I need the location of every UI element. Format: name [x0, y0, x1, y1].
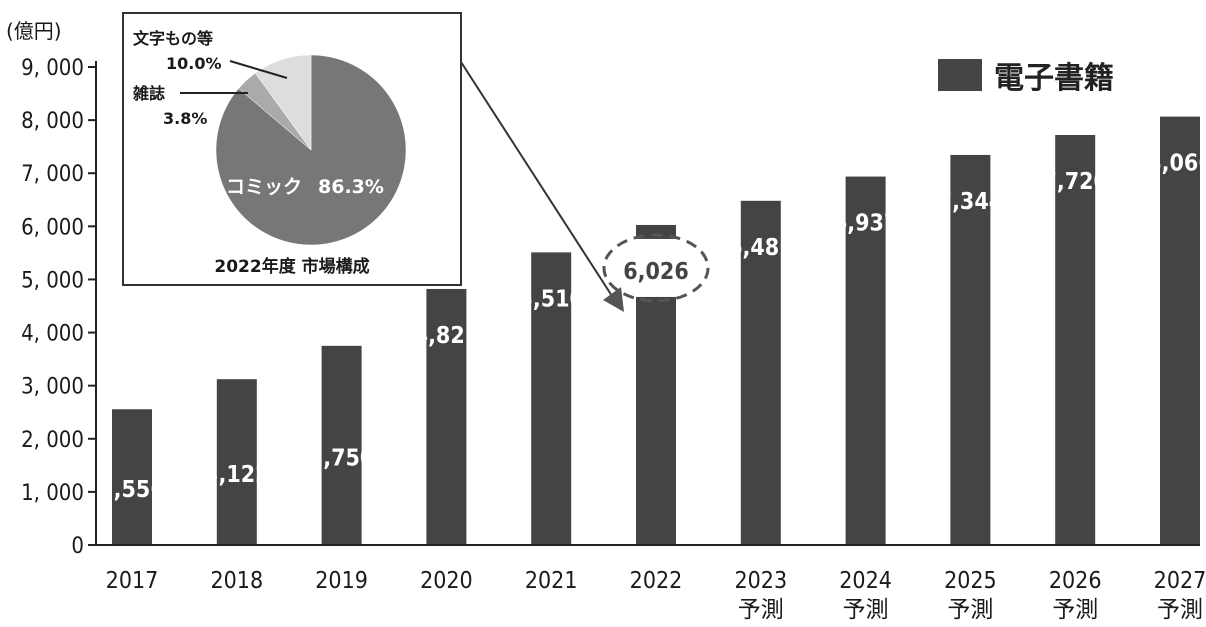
- highlight-circle: [602, 233, 710, 303]
- bar-2023: [740, 200, 781, 545]
- pie-slice: [254, 54, 312, 151]
- y-tick-label: 2, 000: [21, 428, 84, 453]
- y-tick-label: 1, 000: [21, 481, 84, 506]
- pie-label-bunji-name: 文字もの等: [133, 29, 213, 48]
- bar-value-label: 3,750: [309, 445, 374, 471]
- x-tick-label: 2023: [734, 568, 787, 594]
- pie-label-zasshi-name: 雑誌: [132, 84, 165, 103]
- y-tick-label: 9, 000: [21, 56, 84, 81]
- x-tick-label: 2022: [630, 568, 683, 594]
- inset-pointer-line: [460, 61, 613, 297]
- bar-2017: [112, 409, 152, 545]
- x-tick-note: 予測: [1052, 597, 1098, 623]
- bar-value-label: 6,937: [833, 211, 898, 237]
- bar-value-label: 3,122: [204, 462, 269, 488]
- x-tick-note: 予測: [1157, 597, 1203, 623]
- x-tick-label: 2027: [1154, 568, 1206, 594]
- legend: 電子書籍: [938, 59, 1114, 96]
- bar-value-label: 2,556: [99, 477, 164, 503]
- y-tick-label: 7, 000: [21, 162, 84, 187]
- x-tick-label: 2019: [315, 568, 368, 594]
- bar-2020: [426, 288, 467, 545]
- y-tick-label: 5, 000: [21, 268, 84, 293]
- x-tick-note: 予測: [947, 597, 993, 623]
- bar-2018: [216, 379, 257, 545]
- x-tick-label: 2025: [944, 568, 997, 594]
- y-axis-unit-label: (億円): [6, 19, 62, 43]
- y-tick-label: 8, 000: [21, 109, 84, 134]
- y-tick-label: 4, 000: [21, 322, 84, 347]
- x-tick-label: 2021: [525, 568, 578, 594]
- x-tick-note: 予測: [738, 597, 784, 623]
- pie-leader-bunji: [229, 60, 288, 79]
- x-tick-label: 2026: [1049, 568, 1102, 594]
- inset-title: 2022年度 市場構成: [214, 256, 369, 277]
- y-tick-label: 0: [71, 534, 84, 559]
- bar-2026: [1055, 134, 1096, 545]
- bar-value-label: 7,720: [1042, 169, 1107, 195]
- x-tick-label: 2024: [839, 568, 892, 594]
- bar-2019: [321, 345, 362, 545]
- bar-value-label: 4,821: [414, 323, 479, 349]
- pie-label-comic-name: コミック: [226, 176, 302, 198]
- x-tick-label: 2017: [106, 568, 159, 594]
- bar-2024: [845, 176, 886, 545]
- x-tick-label: 2018: [210, 568, 263, 594]
- legend-swatch: [938, 59, 982, 91]
- y-axis: 0 1, 000 2, 000 3, 000 4, 000 5, 000 6, 000 7, …: [21, 56, 97, 559]
- bar-value-label: 6,026: [623, 259, 688, 285]
- bar-2027: [1160, 116, 1200, 545]
- y-tick-label: 3, 000: [21, 375, 84, 400]
- x-axis: 2017 2018 2019 2020 2021 2022 2023 予測 2024 予測 2025…: [96, 544, 1206, 623]
- pie-label-bunji-value: 10.0%: [166, 54, 222, 73]
- x-tick-label: 2020: [420, 568, 473, 594]
- bar-value-label: 8,066: [1147, 151, 1206, 177]
- inset-pointer-arrowhead: [603, 287, 624, 312]
- bar-value-label: 7,344: [938, 189, 1003, 215]
- bars: 2,556 3,122 3,750 4,821 5,510 6,026 6,481 6,937…: [99, 116, 1206, 545]
- pie-label-comic-value: 86.3%: [318, 176, 384, 198]
- bar-value-label: 5,510: [518, 286, 583, 312]
- bar-value-label: 6,481: [728, 235, 793, 261]
- bar-2025: [950, 154, 991, 545]
- legend-label: 電子書籍: [994, 61, 1114, 96]
- bar-2021: [531, 252, 572, 545]
- x-tick-note: 予測: [843, 597, 889, 623]
- pie-label-zasshi-value: 3.8%: [163, 109, 207, 128]
- y-tick-label: 6, 000: [21, 215, 84, 240]
- inset-pointer: [460, 61, 624, 312]
- inset-pie-chart: 文字もの等 10.0% 雑誌 3.8% コミック 86.3% 2022年度 市場…: [122, 12, 462, 286]
